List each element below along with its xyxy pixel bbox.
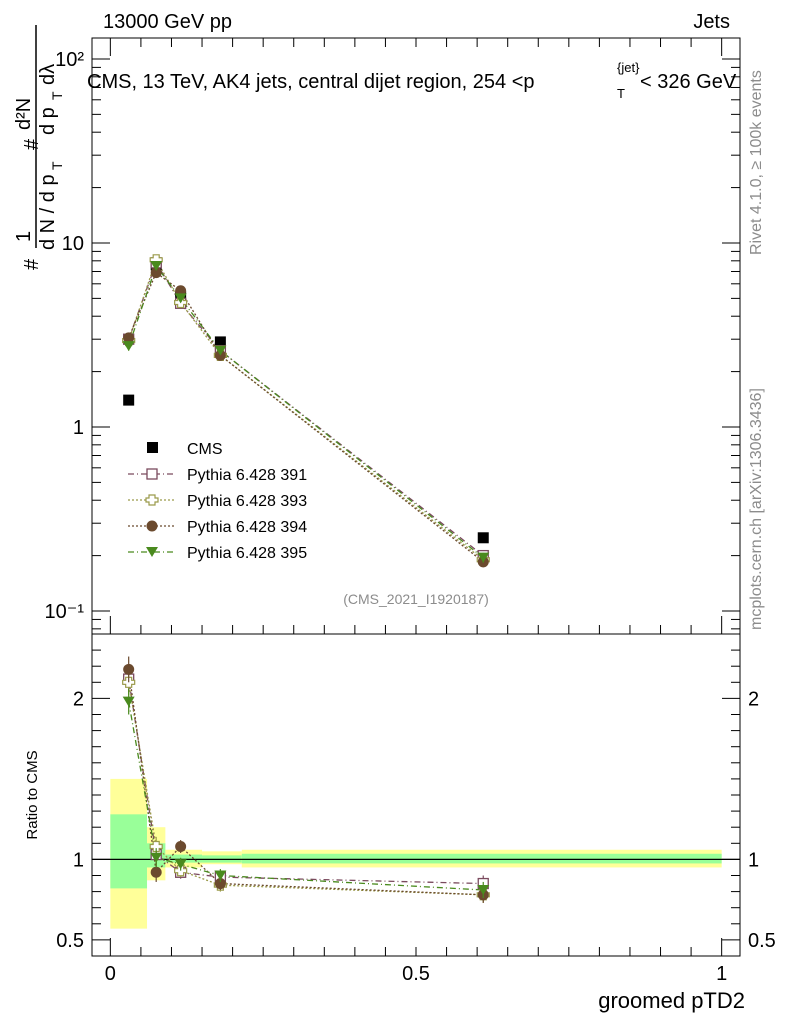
ratio-point-394 xyxy=(214,878,226,890)
main-point-cms xyxy=(477,532,489,544)
main-point-395 xyxy=(214,345,227,356)
legend-label-394: Pythia 6.428 394 xyxy=(187,519,307,536)
mcplots-label: mcplots.cern.ch [arXiv:1306.3436] xyxy=(748,388,765,630)
ratio-point-395 xyxy=(214,870,227,881)
ratio-band-inner xyxy=(241,853,722,864)
main-data-points xyxy=(122,254,490,568)
legend-marker-393 xyxy=(145,494,159,506)
main-y-tick-label: 1 xyxy=(73,417,84,439)
legend-marker-391 xyxy=(146,468,158,480)
ratio-band-inner xyxy=(110,814,148,889)
x-tick-label: 1 xyxy=(716,963,727,985)
legend-entry-cms: CMS xyxy=(147,441,223,458)
title-tail: < 326 GeV xyxy=(640,71,737,93)
ratio-ylabel: Ratio to CMS xyxy=(24,750,41,839)
plot-title: CMS, 13 TeV, AK4 jets, central dijet reg… xyxy=(87,60,737,101)
legend-marker-395 xyxy=(146,547,158,557)
title-main: CMS, 13 TeV, AK4 jets, central dijet reg… xyxy=(87,71,535,93)
main-y-axis: 10⁻¹ 1 10 10² xyxy=(45,38,740,634)
main-point-cms xyxy=(214,336,226,348)
svg-text:#: # xyxy=(21,258,43,270)
ratio-line-391 xyxy=(128,678,484,885)
legend-entry-393: Pythia 6.428 393 xyxy=(128,493,307,510)
main-ylabel: # 1 d N / d p T # d²N d p T dλ xyxy=(13,25,65,270)
ratio-axes: 0.5 0.5 1 1 2 2 0 0.5 1 xyxy=(56,649,776,985)
svg-text:d p: d p xyxy=(37,107,59,135)
ratio-band-inner xyxy=(165,854,203,863)
main-point-394 xyxy=(123,332,135,344)
legend-entry-395: Pythia 6.428 395 xyxy=(128,545,307,562)
svg-text:T: T xyxy=(49,161,65,170)
legend-label-391: Pythia 6.428 391 xyxy=(187,467,307,484)
ratio-point-395 xyxy=(174,859,187,870)
ratio-y-tick-label: 1 xyxy=(73,849,84,871)
legend: CMS Pythia 6.428 391 Pythia 6.428 393 Py… xyxy=(128,441,307,562)
ratio-point-394 xyxy=(123,663,135,675)
legend-entry-394: Pythia 6.428 394 xyxy=(128,519,307,536)
ratio-point-394 xyxy=(175,841,187,853)
ratio-uncertainty-bands xyxy=(110,778,722,929)
rivet-label: Rivet 4.1.0, ≥ 100k events xyxy=(748,70,765,255)
svg-text:d N / d p: d N / d p xyxy=(37,174,59,250)
main-point-394 xyxy=(150,267,162,279)
ratio-point-395 xyxy=(150,852,163,863)
category-label: Jets xyxy=(693,11,730,33)
svg-text:T: T xyxy=(49,91,65,100)
main-y-tick-label: 10⁻¹ xyxy=(45,601,85,623)
ratio-point-393 xyxy=(149,840,163,853)
svg-text:#: # xyxy=(21,138,43,150)
main-point-395 xyxy=(174,293,187,304)
main-point-395 xyxy=(477,552,490,563)
ratio-y-tick-label-right: 0.5 xyxy=(748,930,776,952)
main-line-393 xyxy=(128,258,484,561)
ratio-point-395 xyxy=(122,696,135,707)
legend-label-cms: CMS xyxy=(187,441,223,458)
svg-text:d²N: d²N xyxy=(13,98,35,130)
main-point-395 xyxy=(150,260,163,271)
ratio-point-395 xyxy=(477,884,490,895)
x-axis-label: groomed pTD2 xyxy=(598,988,745,1013)
x-tick-label: 0.5 xyxy=(402,963,430,985)
legend-label-393: Pythia 6.428 393 xyxy=(187,493,307,510)
legend-label-395: Pythia 6.428 395 xyxy=(187,545,307,562)
ratio-y-tick-label-right: 2 xyxy=(748,688,759,710)
legend-marker-cms xyxy=(147,442,158,453)
main-y-tick-label: 10 xyxy=(62,233,84,255)
ratio-panel-frame xyxy=(91,633,741,957)
main-point-cms xyxy=(123,394,135,406)
analysis-id: (CMS_2021_I1920187) xyxy=(343,591,489,607)
ratio-y-tick-label-right: 1 xyxy=(748,849,759,871)
title-sub: T xyxy=(617,86,625,101)
ratio-y-tick-label: 0.5 xyxy=(56,930,84,952)
svg-text:1: 1 xyxy=(13,231,35,242)
ratio-point-394 xyxy=(150,866,162,878)
legend-entry-391: Pythia 6.428 391 xyxy=(128,467,307,484)
main-line-395 xyxy=(128,264,484,559)
title-sup: {jet} xyxy=(617,60,640,75)
ratio-y-tick-label: 2 xyxy=(73,688,84,710)
svg-text:dλ: dλ xyxy=(37,64,59,85)
energy-label: 13000 GeV pp xyxy=(103,11,232,33)
main-y-tick-label: 10² xyxy=(55,49,84,71)
x-tick-label: 0 xyxy=(105,963,116,985)
ratio-data-points xyxy=(122,656,490,903)
main-point-395 xyxy=(122,341,135,352)
legend-marker-394 xyxy=(146,520,158,532)
